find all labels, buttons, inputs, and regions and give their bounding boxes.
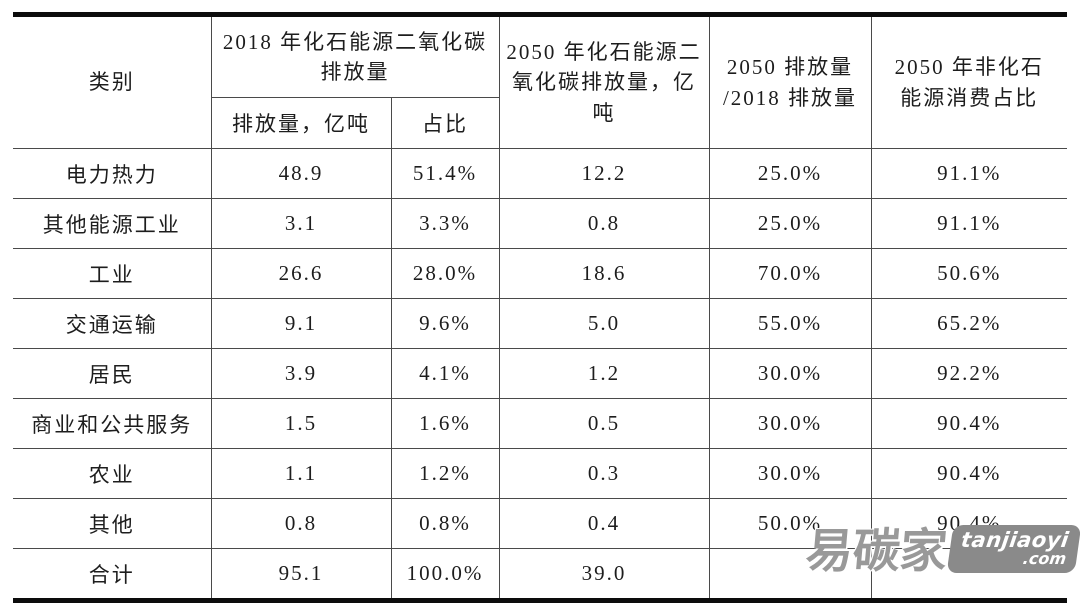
cell-e2050: 0.5: [498, 398, 710, 449]
table-row: 商业和公共服务 1.5 1.6% 0.5 30.0% 90.4%: [13, 398, 1067, 449]
watermark-badge-line2: .com: [1022, 549, 1068, 569]
watermark: 易碳家 tanjiaoyi .com: [804, 524, 1080, 579]
emissions-table: 类别 2018 年化石能源二氧化碳 排放量 2050 年化石能源二 氧化碳排放量…: [13, 12, 1067, 603]
table-row: 工业 26.6 28.0% 18.6 70.0% 50.6%: [13, 248, 1067, 299]
watermark-brand-text: 易碳家: [804, 524, 950, 579]
cell-e2018: 3.1: [210, 198, 392, 249]
table-row: 交通运输 9.1 9.6% 5.0 55.0% 65.2%: [13, 298, 1067, 349]
header-ratio: 2050 排放量 /2018 排放量: [708, 14, 872, 149]
cell-e2018: 1.5: [210, 398, 392, 449]
cell-nonfossil: 65.2%: [870, 298, 1067, 349]
cell-ratio: 55.0%: [708, 298, 872, 349]
header-sub-share: 占比: [390, 97, 499, 149]
cell-share2018: 3.3%: [390, 198, 500, 249]
cell-e2018: 3.9: [210, 348, 392, 399]
cell-category: 合计: [13, 548, 212, 601]
cell-share2018: 4.1%: [390, 348, 500, 399]
cell-share2018: 9.6%: [390, 298, 500, 349]
header-group-2018: 2018 年化石能源二氧化碳 排放量: [210, 14, 500, 98]
table-row: 居民 3.9 4.1% 1.2 30.0% 92.2%: [13, 348, 1067, 399]
table-row: 电力热力 48.9 51.4% 12.2 25.0% 91.1%: [13, 148, 1067, 199]
cell-nonfossil: 92.2%: [870, 348, 1067, 399]
cell-nonfossil: 90.4%: [870, 398, 1067, 449]
header-nonfossil: 2050 年非化石 能源消费占比: [870, 14, 1067, 149]
cell-ratio: 25.0%: [708, 148, 872, 199]
cell-share2018: 1.6%: [390, 398, 500, 449]
cell-category: 居民: [13, 348, 212, 399]
cell-category: 电力热力: [13, 148, 212, 199]
cell-e2050: 1.2: [498, 348, 710, 399]
cell-e2018: 48.9: [210, 148, 392, 199]
header-category: 类别: [13, 14, 212, 149]
cell-share2018: 51.4%: [390, 148, 500, 199]
cell-nonfossil: 50.6%: [870, 248, 1067, 299]
cell-category: 交通运输: [13, 298, 212, 349]
emissions-table-container: 类别 2018 年化石能源二氧化碳 排放量 2050 年化石能源二 氧化碳排放量…: [13, 12, 1067, 603]
cell-ratio: 30.0%: [708, 398, 872, 449]
cell-category: 工业: [13, 248, 212, 299]
cell-nonfossil: 90.4%: [870, 448, 1067, 499]
cell-category: 其他: [13, 498, 212, 549]
cell-e2050: 5.0: [498, 298, 710, 349]
table-row: 其他能源工业 3.1 3.3% 0.8 25.0% 91.1%: [13, 198, 1067, 249]
cell-e2050: 0.8: [498, 198, 710, 249]
cell-e2050: 0.4: [498, 498, 710, 549]
header-sub-emission: 排放量，亿吨: [211, 97, 392, 149]
cell-ratio: 30.0%: [708, 448, 872, 499]
cell-ratio: 70.0%: [708, 248, 872, 299]
cell-e2018: 1.1: [210, 448, 392, 499]
cell-share2018: 100.0%: [390, 548, 500, 601]
header-2050-emission: 2050 年化石能源二 氧化碳排放量，亿 吨: [498, 14, 710, 149]
cell-share2018: 28.0%: [390, 248, 500, 299]
cell-nonfossil: 91.1%: [870, 198, 1067, 249]
cell-share2018: 0.8%: [390, 498, 500, 549]
cell-e2050: 18.6: [498, 248, 710, 299]
cell-category: 其他能源工业: [13, 198, 212, 249]
cell-ratio: 50.0%: [708, 498, 872, 549]
cell-nonfossil: 91.1%: [870, 148, 1067, 199]
header-row-sub: 排放量，亿吨 占比: [13, 97, 1067, 149]
cell-ratio: 25.0%: [708, 198, 872, 249]
cell-e2018: 9.1: [210, 298, 392, 349]
cell-e2050: 12.2: [498, 148, 710, 199]
table-row: 农业 1.1 1.2% 0.3 30.0% 90.4%: [13, 448, 1067, 499]
cell-e2050: 39.0: [498, 548, 710, 601]
cell-share2018: 1.2%: [390, 448, 500, 499]
cell-e2018: 0.8: [210, 498, 392, 549]
cell-category: 农业: [13, 448, 212, 499]
watermark-domain-badge: tanjiaoyi .com: [947, 525, 1080, 573]
table-row: 其他 0.8 0.8% 0.4 50.0% 90.4%: [13, 498, 1067, 549]
cell-category: 商业和公共服务: [13, 398, 212, 449]
cell-e2050: 0.3: [498, 448, 710, 499]
cell-e2018: 95.1: [210, 548, 392, 601]
header-row-top: 类别 2018 年化石能源二氧化碳 排放量 2050 年化石能源二 氧化碳排放量…: [13, 14, 1067, 149]
cell-ratio: 30.0%: [708, 348, 872, 399]
watermark-badge-line1: tanjiaoyi: [960, 528, 1071, 553]
cell-e2018: 26.6: [210, 248, 392, 299]
